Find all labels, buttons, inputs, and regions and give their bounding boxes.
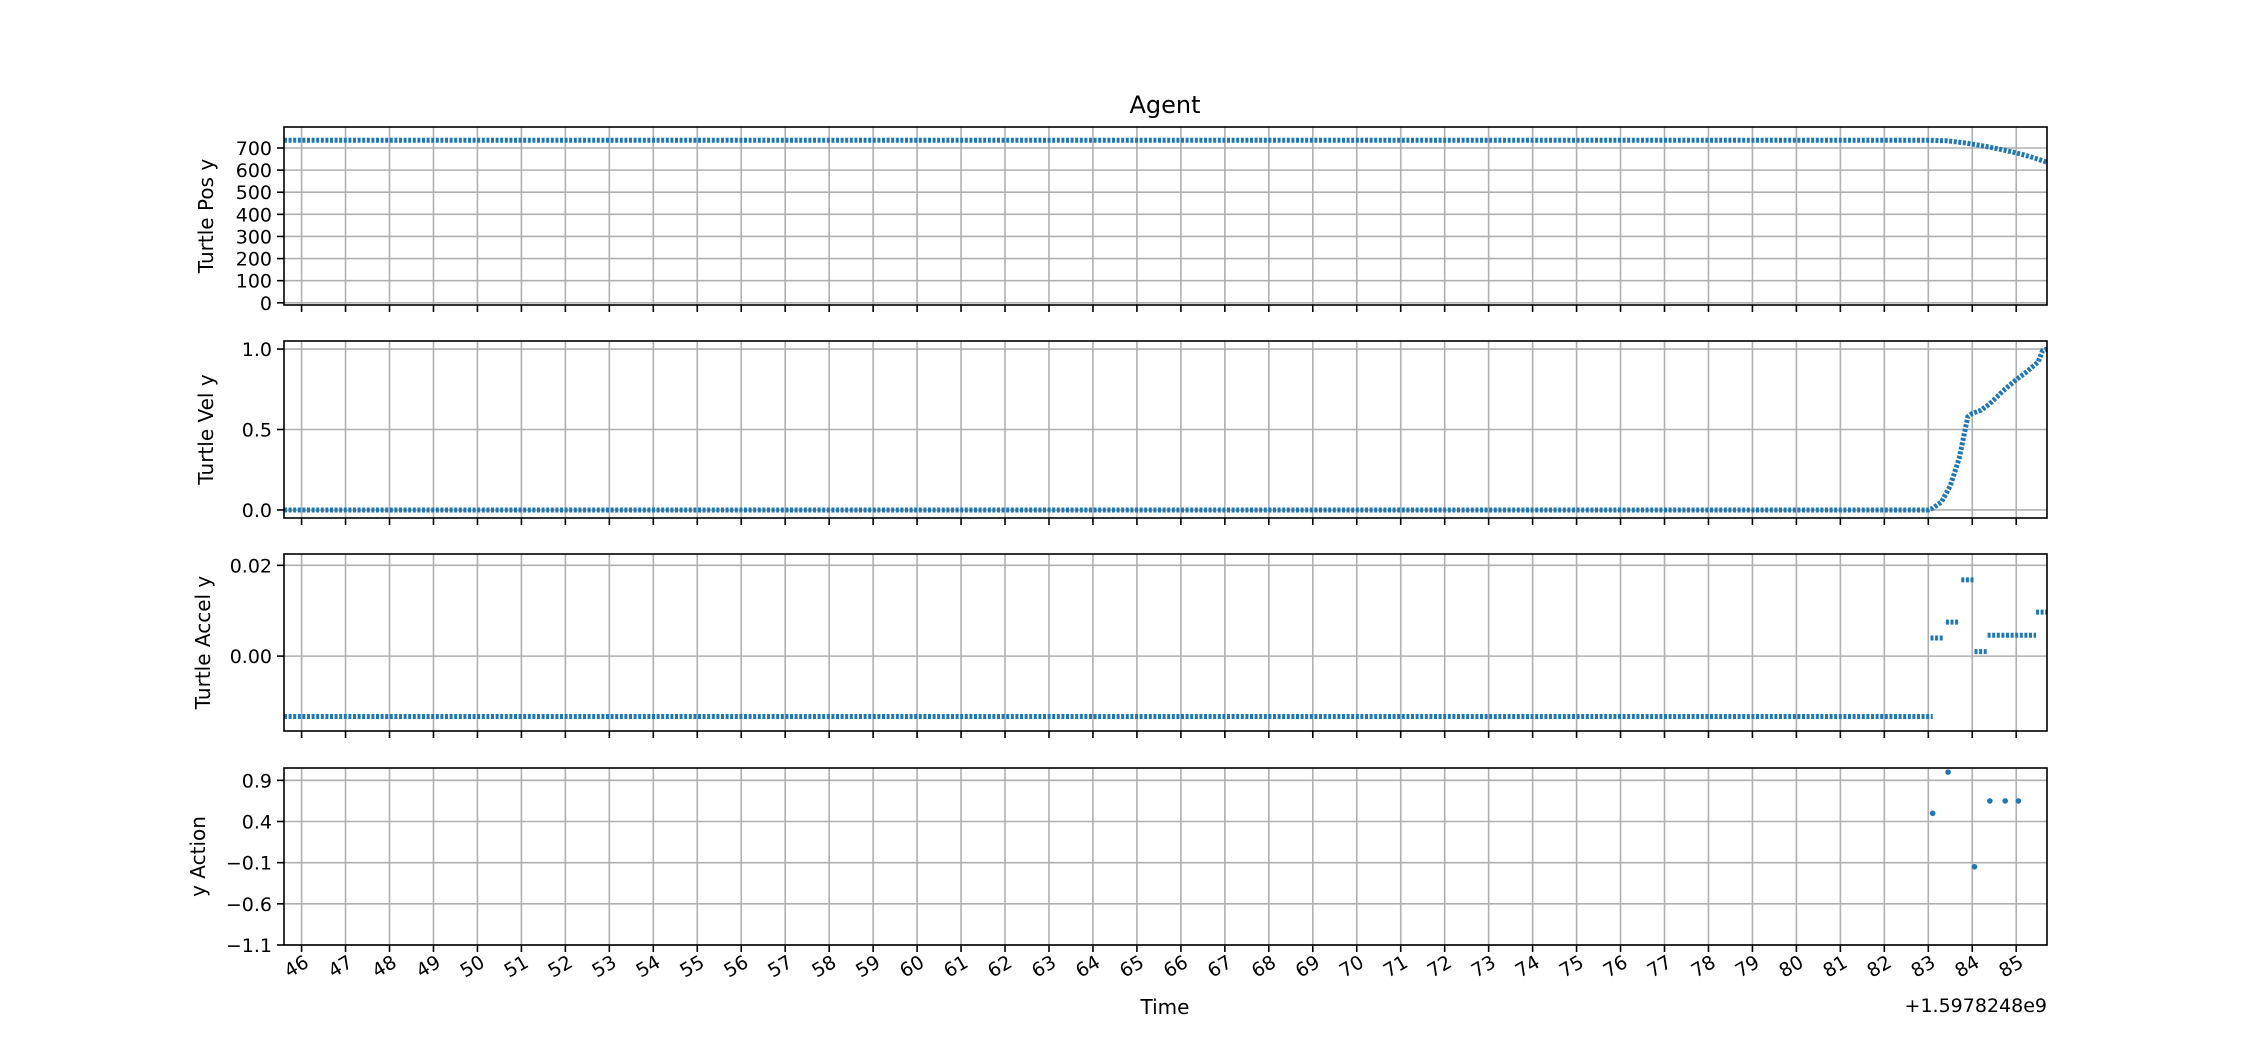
x-tick-label: 78: [1687, 951, 1719, 982]
x-tick-label: 54: [632, 951, 664, 982]
x-tick-label: 76: [1600, 951, 1632, 982]
x-tick-label: 80: [1775, 951, 1807, 982]
x-tick-label: 79: [1731, 951, 1763, 982]
x-tick-label: 47: [325, 951, 357, 982]
x-tick-label: 82: [1863, 951, 1895, 982]
axes-frame: [283, 126, 2048, 306]
x-axis-label: Time: [1140, 995, 1190, 1019]
data-point: [2015, 798, 2022, 804]
data-point: [1929, 810, 1936, 817]
x-tick-label: 57: [764, 951, 796, 982]
y-tick-label: 300: [236, 226, 272, 248]
x-tick-label: 58: [808, 951, 840, 982]
series-group: [284, 577, 2047, 719]
x-tick-label: 61: [940, 951, 972, 982]
x-offset-label: +1.5978248e9: [1905, 995, 2047, 1017]
x-tick-label: 68: [1248, 951, 1280, 982]
axes-frame: [283, 767, 2048, 946]
y-tick-label: 100: [236, 271, 272, 293]
x-tick-label: 52: [544, 951, 576, 982]
x-tick-label: 75: [1556, 951, 1588, 982]
y-tick-label: 0.00: [230, 646, 272, 668]
x-tick-label: 85: [1995, 951, 2027, 982]
series-line: [284, 346, 2047, 513]
x-tick-label: 71: [1380, 951, 1412, 982]
y-axis-label: y Action: [186, 816, 210, 897]
x-tick-label: 73: [1468, 951, 1500, 982]
x-tick-label: 83: [1907, 951, 1939, 982]
x-tick-label: 51: [500, 951, 532, 982]
y-tick-label: 200: [236, 249, 272, 271]
chart-title: Agent: [1129, 91, 1200, 119]
x-tick-label: 59: [852, 951, 884, 982]
x-tick-label: 65: [1116, 951, 1148, 982]
axes-frame: [283, 340, 2048, 519]
x-tick-label: 55: [676, 951, 708, 982]
y-tick-label: 0.02: [230, 555, 272, 577]
y-axis-label: Turtle Pos y: [194, 159, 218, 275]
y-tick-label: 0.4: [242, 812, 272, 834]
x-tick-label: 63: [1028, 951, 1060, 982]
x-tick-label: 84: [1951, 951, 1983, 982]
x-tick-label: 66: [1160, 951, 1192, 982]
y-axis-label: Turtle Accel y: [191, 576, 215, 711]
x-tick-label: 50: [456, 951, 488, 982]
series-group: [284, 137, 2047, 165]
y-axis-label: Turtle Vel y: [194, 374, 218, 485]
y-tick-label: 0.0: [242, 500, 272, 522]
y-tick-label: −1.1: [226, 935, 272, 957]
x-tick-label: 77: [1644, 951, 1676, 982]
y-tick-label: −0.6: [226, 894, 272, 916]
x-tick-label: 62: [984, 951, 1016, 982]
axes-frame: [283, 553, 2048, 732]
y-tick-label: 700: [236, 138, 272, 160]
subplot-2: 0.0 0.5 1.0 Turtle Vel y: [194, 339, 2048, 525]
x-tick-label: 60: [896, 951, 928, 982]
y-tick-label: 400: [236, 204, 272, 226]
y-tick-label: 600: [236, 160, 272, 182]
y-tick-label: 0.9: [242, 770, 272, 792]
data-point: [2002, 798, 2009, 804]
x-tick-label: 56: [720, 951, 752, 982]
x-tick-label: 53: [588, 951, 620, 982]
x-tick-labels: 46 47 48 49 50 51 52 53 54 55 56 57 58 59 60 61 62 63 64 65…: [281, 951, 2028, 982]
x-tick-label: 48: [369, 951, 401, 982]
x-tick-label: 64: [1072, 951, 1104, 982]
x-tick-label: 81: [1819, 951, 1851, 982]
x-tick-label: 69: [1292, 951, 1324, 982]
x-tick-label: 49: [413, 951, 445, 982]
y-tick-label: 0.5: [242, 420, 272, 442]
x-tick-label: 72: [1424, 951, 1456, 982]
y-tick-label: 500: [236, 182, 272, 204]
series-group: [1929, 769, 2022, 870]
x-tick-label: 74: [1512, 951, 1544, 982]
y-tick-label: 1.0: [242, 339, 272, 361]
y-tick-label: −0.1: [226, 853, 272, 875]
data-point: [1987, 798, 1993, 804]
series-group: [284, 346, 2047, 513]
x-tick-label: 67: [1204, 951, 1236, 982]
x-tick-label: 70: [1336, 951, 1368, 982]
x-tick-label: 46: [281, 951, 313, 982]
subplot-3: 0.00 0.02 Turtle Accel y: [191, 553, 2048, 738]
series-line: [284, 137, 2047, 165]
data-point: [1971, 863, 1978, 870]
y-tick-label: 0: [260, 293, 272, 315]
data-point: [1945, 769, 1951, 775]
subplot-4: −1.1 −0.6 −0.1 0.4 0.9 y Action: [186, 767, 2048, 957]
